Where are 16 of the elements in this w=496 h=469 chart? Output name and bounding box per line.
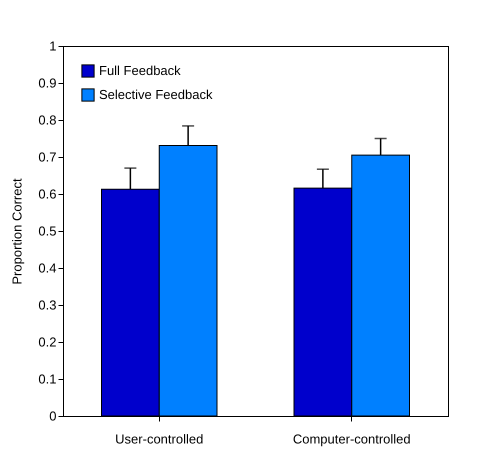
y-tick-label: 0.3 (38, 298, 56, 312)
y-tick-label: 0.9 (38, 76, 56, 90)
y-axis-title: Proportion Correct (9, 178, 24, 285)
y-tick-label: 0.8 (38, 112, 56, 128)
x-tick-label: User-controlled (115, 432, 204, 446)
y-tick-label: 0.7 (38, 150, 56, 164)
y-tick-label: 0.2 (38, 334, 56, 350)
y-tick-label: 0.6 (38, 186, 56, 202)
y-tick-label: 0.4 (38, 260, 56, 276)
legend-label: Full Feedback (99, 63, 182, 78)
legend-label: Selective Feedback (99, 87, 213, 102)
y-tick-label: 0.1 (38, 372, 56, 386)
y-tick-label: 0.5 (38, 224, 56, 238)
y-tick-label: 0 (49, 408, 56, 424)
x-tick-label: Computer-controlled (292, 432, 411, 446)
y-tick-label: 1 (49, 38, 56, 54)
